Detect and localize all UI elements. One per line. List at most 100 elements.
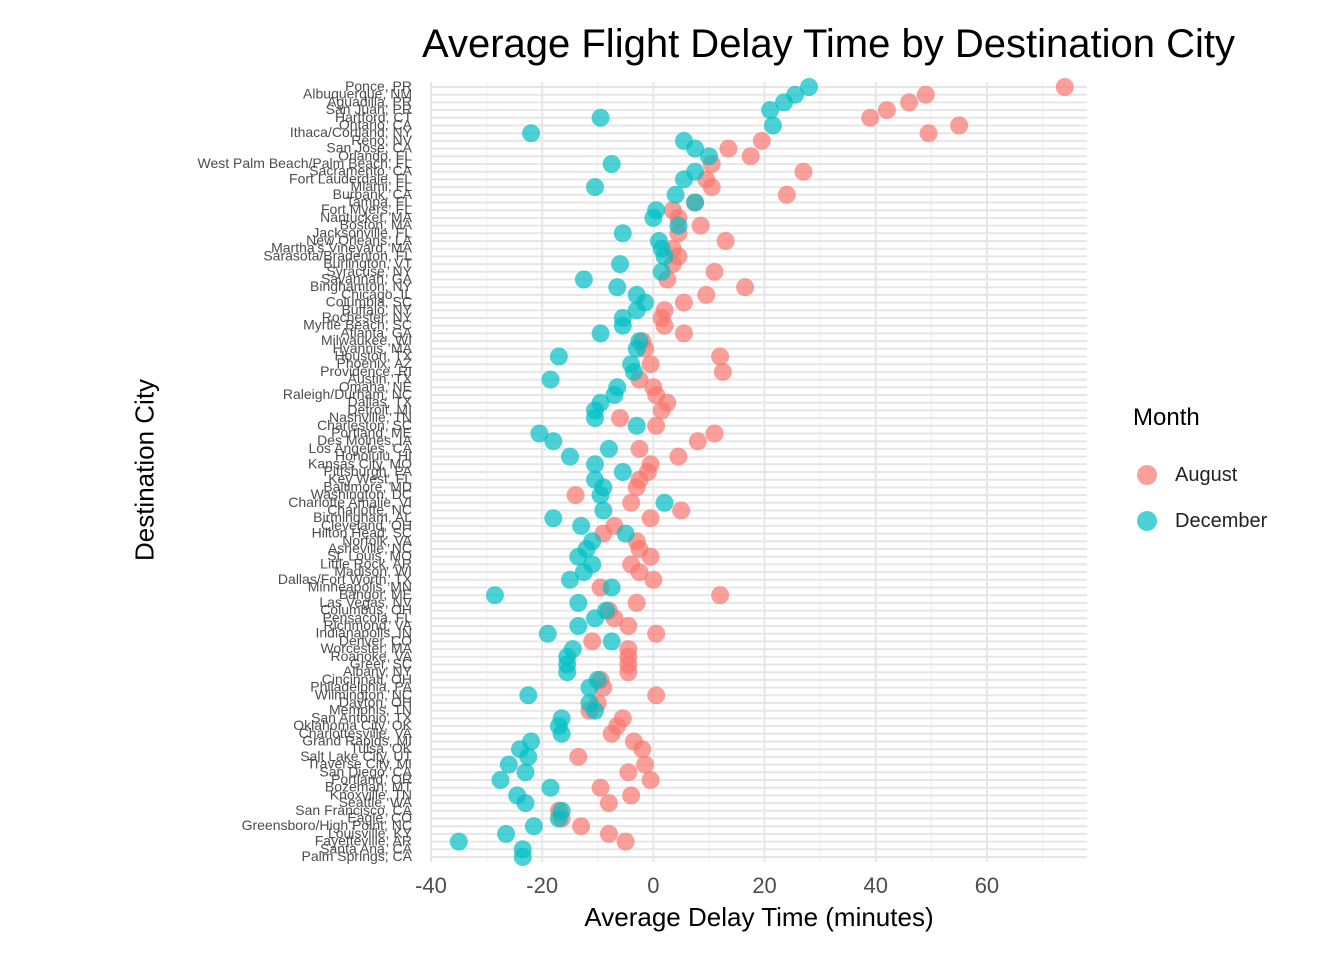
point-december [519, 686, 538, 705]
point-august [627, 593, 646, 612]
y-tick-label: Tulsa, OK [350, 740, 412, 756]
point-august [861, 108, 880, 127]
y-tick-label: Minneapolis, MN [308, 579, 412, 595]
y-tick-label: Charlottesville, VA [299, 725, 413, 741]
point-december [602, 155, 621, 173]
y-tick-label: Jacksonville, FL [312, 224, 412, 240]
point-august [641, 509, 660, 528]
y-tick-label: Dallas/Fort Worth, TX [278, 571, 413, 587]
point-august [644, 570, 663, 589]
point-august [627, 478, 646, 497]
point-december [602, 578, 621, 597]
point-december [485, 586, 504, 605]
y-tick-label: Detroit, MI [347, 401, 412, 417]
y-tick-label: Reno, NV [351, 132, 412, 148]
point-december [586, 178, 604, 197]
point-august [599, 824, 618, 843]
point-december [544, 509, 563, 528]
y-tick-label: Syracuse, NY [326, 263, 412, 279]
x-tick-label: 40 [864, 873, 888, 898]
point-december [775, 93, 794, 112]
point-december [591, 108, 610, 127]
point-december [599, 439, 618, 458]
y-tick-label: Los Angeles, CA [308, 440, 412, 456]
point-december [686, 139, 705, 158]
point-december [513, 848, 532, 866]
point-december [674, 170, 693, 189]
point-august [1055, 78, 1074, 96]
y-tick-label: Worcester, MA [320, 640, 412, 656]
point-august [711, 347, 730, 366]
point-august [669, 447, 688, 466]
point-december [569, 547, 588, 566]
point-august [633, 740, 652, 759]
point-august [672, 501, 691, 520]
point-august [691, 216, 710, 235]
y-tick-label: Fort Myers, FL [321, 201, 412, 217]
y-tick-label: Birmingham, AL [313, 509, 412, 525]
y-tick-label: Pensacola, FL [323, 609, 413, 625]
point-august [919, 124, 938, 143]
y-tick-label: Seattle, WA [339, 794, 413, 810]
legend-item-august: August [1133, 452, 1267, 498]
y-tick-label: Des Moines, IA [317, 432, 413, 448]
point-august [622, 786, 641, 805]
point-december [491, 771, 510, 789]
y-tick-label: Boston, MA [340, 217, 413, 233]
point-december [516, 763, 535, 782]
point-december [519, 747, 538, 766]
point-august [636, 755, 655, 774]
y-tick-label: Key West, FL [328, 471, 412, 487]
point-august [916, 85, 935, 104]
y-tick-label: Portland, OR [331, 771, 412, 787]
legend-label-august: August [1175, 463, 1238, 486]
point-august [647, 686, 666, 705]
y-tick-label: Ithaca/Cortland, NY [290, 124, 413, 140]
y-tick-label: Myrtle Beach, SC [303, 317, 412, 333]
point-december [644, 208, 663, 227]
point-august [591, 778, 610, 797]
point-august [697, 285, 716, 304]
y-tick-label: Albuquerque, NM [303, 86, 412, 102]
point-december [524, 817, 543, 836]
point-august [794, 162, 813, 181]
y-tick-label: Burbank, CA [333, 186, 413, 202]
point-december [574, 563, 593, 582]
y-tick-label: San Antonio, TX [311, 709, 413, 725]
point-august [655, 316, 674, 335]
point-august [641, 771, 660, 789]
point-december [569, 617, 588, 635]
y-tick-label: Fort Lauderdale, FL [289, 170, 412, 186]
point-august [611, 409, 630, 428]
y-tick-label: Madison, WI [334, 563, 412, 579]
point-august [736, 278, 755, 297]
y-tick-label: Hilton Head, SC [312, 525, 412, 541]
y-tick-label: Ponce, PR [345, 78, 412, 94]
point-december [616, 524, 635, 543]
point-december [560, 447, 579, 466]
point-august [572, 817, 591, 836]
point-december [652, 262, 671, 281]
x-tick-label: 0 [647, 873, 659, 898]
point-december [613, 224, 632, 243]
point-august [622, 493, 641, 512]
y-tick-label: Norfolk, VA [342, 532, 412, 548]
y-tick-label: Fayetteville, AR [315, 833, 412, 849]
y-tick-label: Columbia, SC [326, 294, 412, 310]
y-tick-label: Knoxville, TN [330, 786, 412, 802]
point-december [655, 247, 674, 266]
point-december [538, 624, 557, 643]
point-august [711, 586, 730, 605]
point-december [586, 455, 604, 474]
point-august [719, 139, 738, 158]
point-august [741, 147, 760, 166]
y-tick-label: San Francisco, CA [295, 802, 412, 818]
point-december [586, 609, 604, 628]
point-august [619, 617, 638, 635]
y-tick-label: Burlington, VT [323, 255, 412, 271]
point-december [591, 486, 610, 505]
y-tick-label: Savannah, GA [321, 271, 413, 287]
point-december [763, 116, 782, 135]
y-tick-label: Louisville, KY [328, 825, 413, 841]
